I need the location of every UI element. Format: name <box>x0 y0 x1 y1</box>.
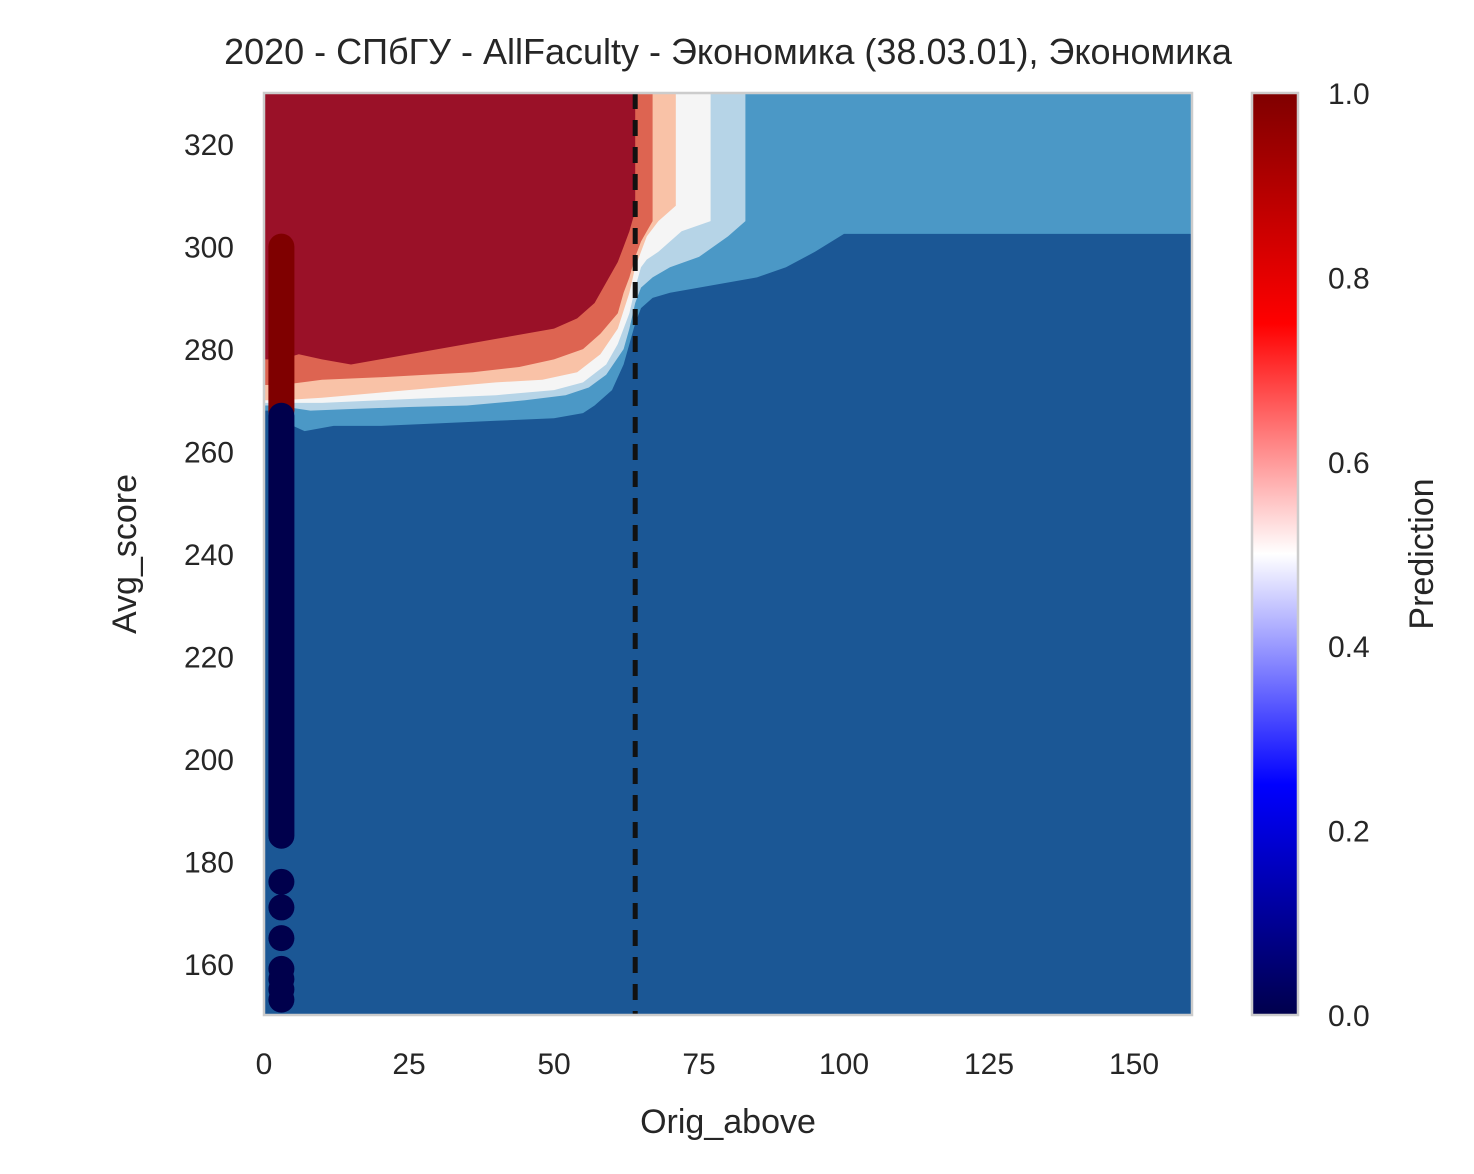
y-tick-label: 240 <box>184 539 234 572</box>
x-tick-label: 100 <box>819 1048 869 1081</box>
data-point <box>268 986 295 1013</box>
plot-area <box>264 93 1192 1015</box>
y-tick-label: 160 <box>184 949 234 982</box>
colorbar-tick-label: 0.6 <box>1328 447 1370 480</box>
contour-band-0.9 <box>264 93 636 365</box>
contour-fill <box>264 93 1192 1015</box>
colorbar-ticks: 0.0 0.2 0.4 0.6 0.8 1.0 <box>1328 78 1370 1033</box>
x-tick-label: 50 <box>537 1048 570 1081</box>
x-tick-label: 125 <box>964 1048 1014 1081</box>
y-tick-label: 260 <box>184 437 234 470</box>
x-tick-label: 0 <box>256 1048 273 1081</box>
plot-frame <box>262 91 1194 1017</box>
colorbar-label: Prediction <box>1403 478 1441 629</box>
colorbar-tick-label: 0.4 <box>1328 631 1370 664</box>
colorbar <box>1250 91 1300 1017</box>
y-axis-label: Avg_score <box>106 474 144 634</box>
x-axis-label: Orig_above <box>640 1103 816 1141</box>
data-point <box>268 894 295 921</box>
x-tick-label: 150 <box>1109 1048 1159 1081</box>
x-tick-label: 25 <box>392 1048 425 1081</box>
x-tick-label: 75 <box>682 1048 715 1081</box>
y-tick-label: 280 <box>184 334 234 367</box>
data-point <box>268 868 295 895</box>
y-tick-label: 180 <box>184 846 234 879</box>
colorbar-tick-label: 1.0 <box>1328 78 1370 111</box>
data-point <box>268 925 295 952</box>
chart-title: 2020 - СПбГУ - AllFaculty - Экономика (3… <box>224 31 1233 72</box>
y-tick-label: 320 <box>184 129 234 162</box>
colorbar-tick-label: 0.8 <box>1328 262 1370 295</box>
colorbar-tick-label: 0.0 <box>1328 1000 1370 1033</box>
colorbar-tick-label: 0.2 <box>1328 816 1370 849</box>
y-tick-label: 300 <box>184 232 234 265</box>
data-points <box>268 233 295 1013</box>
y-tick-label: 220 <box>184 641 234 674</box>
y-axis-ticks: 160 180 200 220 240 260 280 300 320 <box>184 129 234 982</box>
x-axis-ticks: 0 25 50 75 100 125 150 <box>256 1048 1159 1081</box>
y-tick-label: 200 <box>184 744 234 777</box>
